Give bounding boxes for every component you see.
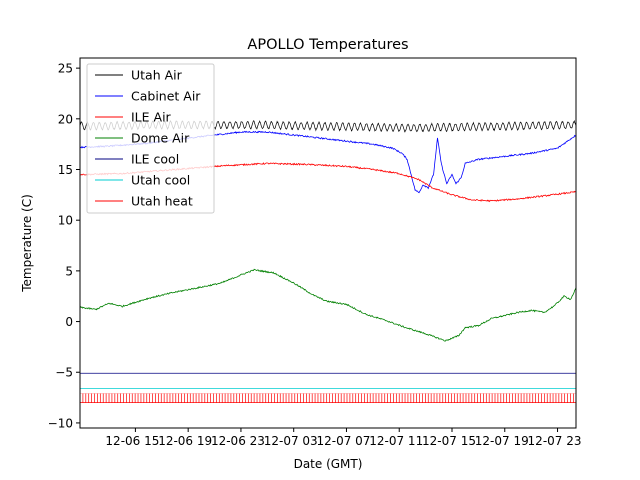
y-tick-label: 0 bbox=[65, 315, 73, 329]
y-axis-title: Temperature (C) bbox=[20, 194, 34, 293]
legend-label: ILE Air bbox=[131, 110, 172, 125]
x-tick-label: 12-07 03 bbox=[264, 434, 318, 448]
x-tick-label: 12-06 19 bbox=[158, 434, 212, 448]
series-pulses-utah-heat bbox=[80, 393, 576, 404]
y-tick-label: −10 bbox=[48, 416, 73, 430]
x-tick-label: 12-07 07 bbox=[316, 434, 370, 448]
legend-label: Utah heat bbox=[131, 194, 193, 209]
legend-label: Utah cool bbox=[131, 173, 190, 188]
legend: Utah Air Cabinet Air ILE Air Dome Air ILE co… bbox=[86, 63, 215, 214]
x-tick-label: 12-06 15 bbox=[105, 434, 159, 448]
legend-label: Utah Air bbox=[131, 68, 183, 83]
y-tick-label: 15 bbox=[58, 163, 73, 177]
x-tick-label: 12-06 23 bbox=[211, 434, 265, 448]
chart-title: APOLLO Temperatures bbox=[247, 37, 408, 53]
y-axis: −10 −5 0 5 10 15 20 25 bbox=[48, 62, 80, 430]
axes-frame bbox=[79, 57, 577, 429]
legend-label: Cabinet Air bbox=[131, 89, 201, 104]
x-axis-title: Date (GMT) bbox=[294, 457, 363, 471]
y-tick-label: 25 bbox=[58, 62, 73, 76]
y-tick-label: 10 bbox=[58, 214, 73, 228]
legend-label: Dome Air bbox=[131, 131, 190, 146]
y-tick-label: −5 bbox=[55, 366, 73, 380]
x-tick-label: 12-07 15 bbox=[422, 434, 476, 448]
x-tick-label: 12-07 23 bbox=[528, 434, 582, 448]
y-tick-label: 5 bbox=[65, 264, 73, 278]
x-tick-label: 12-07 19 bbox=[475, 434, 529, 448]
y-tick-label: 20 bbox=[58, 112, 73, 126]
legend-label: ILE cool bbox=[131, 152, 179, 167]
series-line-dome-air bbox=[80, 268, 576, 342]
x-tick-label: 12-07 11 bbox=[369, 434, 423, 448]
legend-box bbox=[86, 63, 215, 214]
